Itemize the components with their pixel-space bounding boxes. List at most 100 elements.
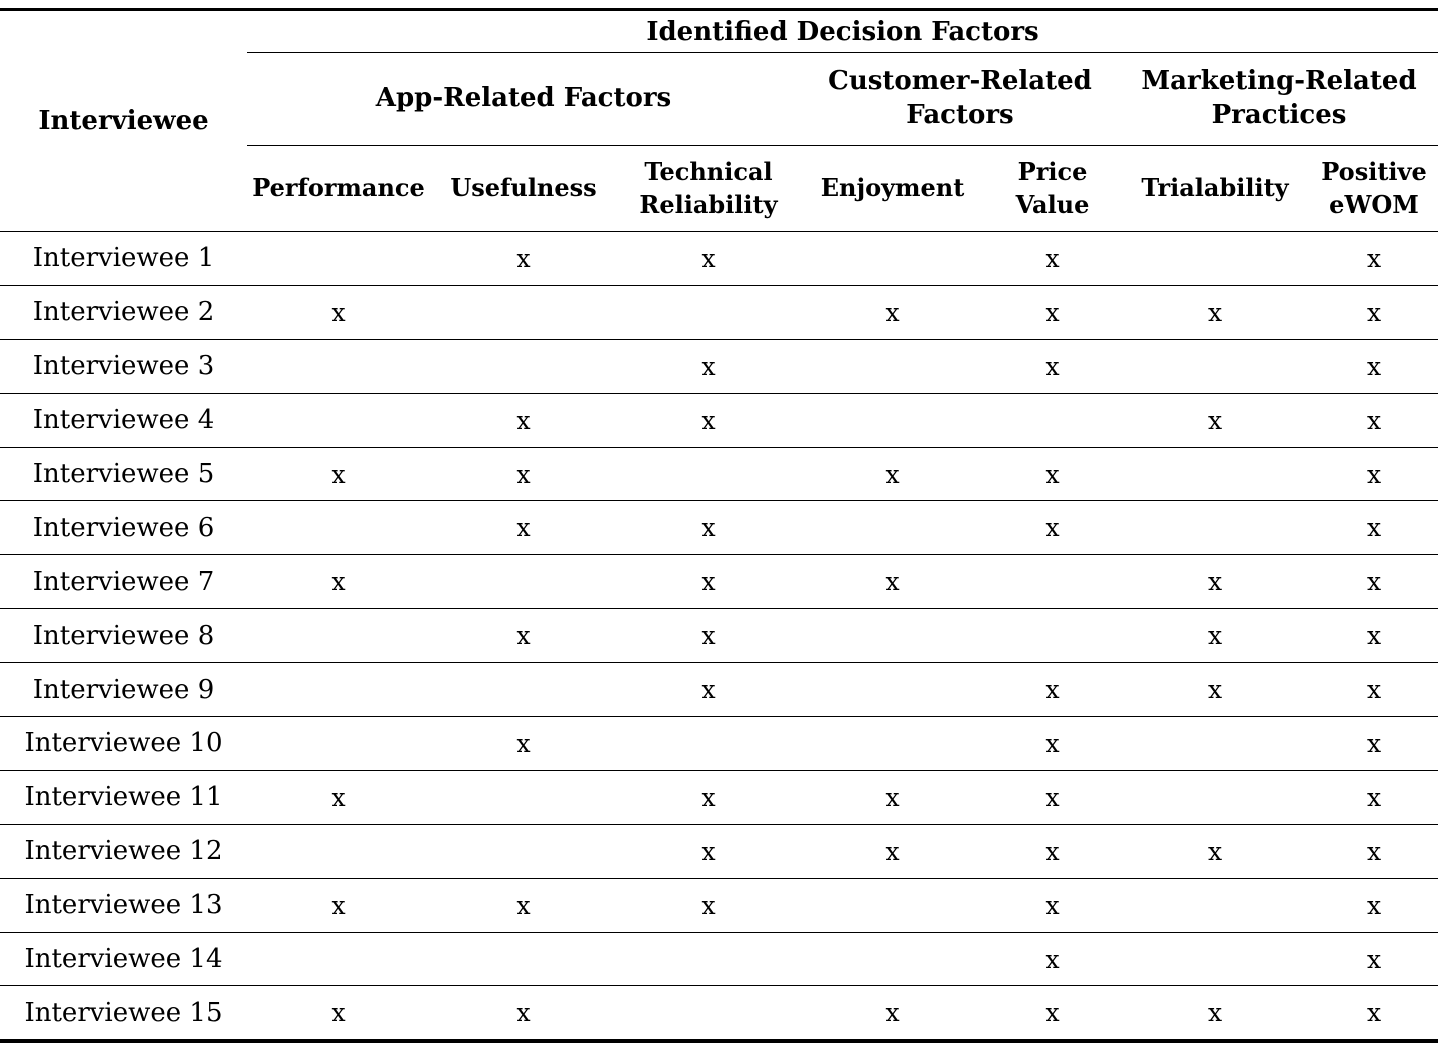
- x-mark: x: [247, 985, 430, 1042]
- empty-cell: [1120, 770, 1310, 825]
- x-mark: x: [1310, 608, 1438, 664]
- empty-cell: [247, 716, 430, 771]
- x-mark: x: [430, 393, 617, 448]
- x-mark: x: [800, 285, 985, 340]
- row-label: Interviewee 7: [0, 554, 247, 610]
- empty-cell: [1120, 500, 1310, 556]
- group-header-app-related: App-Related Factors: [247, 52, 800, 146]
- x-mark: x: [617, 662, 800, 718]
- empty-cell: [247, 231, 430, 286]
- x-mark: x: [800, 447, 985, 502]
- interviewee-column-header: Interviewee: [0, 9, 247, 232]
- x-mark: x: [1120, 824, 1310, 879]
- empty-cell: [247, 824, 430, 879]
- empty-cell: [1120, 716, 1310, 771]
- x-mark: x: [1120, 985, 1310, 1042]
- column-header-enjoyment: Enjoyment: [800, 145, 985, 232]
- empty-cell: [1120, 447, 1310, 502]
- empty-cell: [800, 878, 985, 933]
- x-mark: x: [800, 770, 985, 825]
- empty-cell: [800, 716, 985, 771]
- row-label: Interviewee 3: [0, 339, 247, 394]
- x-mark: x: [1310, 985, 1438, 1042]
- group-header-marketing-related: Marketing-Related Practices: [1120, 52, 1438, 146]
- x-mark: x: [430, 231, 617, 286]
- empty-cell: [800, 932, 985, 987]
- row-label: Interviewee 14: [0, 932, 247, 987]
- x-mark: x: [617, 770, 800, 825]
- x-mark: x: [247, 770, 430, 825]
- empty-cell: [800, 231, 985, 286]
- x-mark: x: [617, 393, 800, 448]
- row-label: Interviewee 9: [0, 662, 247, 718]
- x-mark: x: [430, 716, 617, 771]
- empty-cell: [247, 500, 430, 556]
- x-mark: x: [1310, 447, 1438, 502]
- x-mark: x: [1310, 393, 1438, 448]
- row-label: Interviewee 6: [0, 500, 247, 556]
- empty-cell: [247, 339, 430, 394]
- empty-cell: [430, 285, 617, 340]
- x-mark: x: [617, 878, 800, 933]
- x-mark: x: [1310, 231, 1438, 286]
- x-mark: x: [617, 608, 800, 664]
- empty-cell: [1120, 339, 1310, 394]
- row-label: Interviewee 10: [0, 716, 247, 771]
- empty-cell: [617, 932, 800, 987]
- empty-cell: [800, 608, 985, 664]
- x-mark: x: [617, 339, 800, 394]
- empty-cell: [430, 824, 617, 879]
- table-row: Interviewee 15 x x x x x x: [0, 985, 1438, 1042]
- empty-cell: [1120, 878, 1310, 933]
- column-header-usefulness: Usefulness: [430, 145, 617, 232]
- x-mark: x: [430, 608, 617, 664]
- column-header-performance: Performance: [247, 145, 430, 232]
- x-mark: x: [985, 770, 1120, 825]
- table-row: Interviewee 3 x x x: [0, 339, 1438, 394]
- x-mark: x: [1310, 932, 1438, 987]
- x-mark: x: [617, 500, 800, 556]
- empty-cell: [430, 770, 617, 825]
- x-mark: x: [247, 285, 430, 340]
- row-label: Interviewee 8: [0, 608, 247, 664]
- x-mark: x: [800, 554, 985, 610]
- x-mark: x: [247, 878, 430, 933]
- empty-cell: [1120, 932, 1310, 987]
- decision-factors-table: Interviewee Identified Decision Factors …: [0, 8, 1438, 1043]
- x-mark: x: [1120, 554, 1310, 610]
- row-label: Interviewee 4: [0, 393, 247, 448]
- x-mark: x: [1310, 878, 1438, 933]
- x-mark: x: [1310, 770, 1438, 825]
- table-body: Interviewee 1 x x x x Interviewee 2 x x x x x Inter…: [0, 231, 1438, 1042]
- row-label: Interviewee 11: [0, 770, 247, 825]
- x-mark: x: [617, 554, 800, 610]
- x-mark: x: [1310, 339, 1438, 394]
- row-label: Interviewee 1: [0, 231, 247, 286]
- x-mark: x: [1310, 824, 1438, 879]
- empty-cell: [985, 393, 1120, 448]
- x-mark: x: [985, 339, 1120, 394]
- x-mark: x: [1310, 500, 1438, 556]
- x-mark: x: [1310, 554, 1438, 610]
- column-header-trialability: Trialability: [1120, 145, 1310, 232]
- x-mark: x: [1310, 716, 1438, 771]
- empty-cell: [800, 500, 985, 556]
- empty-cell: [430, 662, 617, 718]
- x-mark: x: [247, 447, 430, 502]
- x-mark: x: [617, 824, 800, 879]
- x-mark: x: [985, 285, 1120, 340]
- x-mark: x: [617, 231, 800, 286]
- x-mark: x: [247, 554, 430, 610]
- x-mark: x: [985, 716, 1120, 771]
- row-label: Interviewee 12: [0, 824, 247, 879]
- x-mark: x: [1120, 393, 1310, 448]
- x-mark: x: [1310, 285, 1438, 340]
- empty-cell: [800, 393, 985, 448]
- empty-cell: [247, 932, 430, 987]
